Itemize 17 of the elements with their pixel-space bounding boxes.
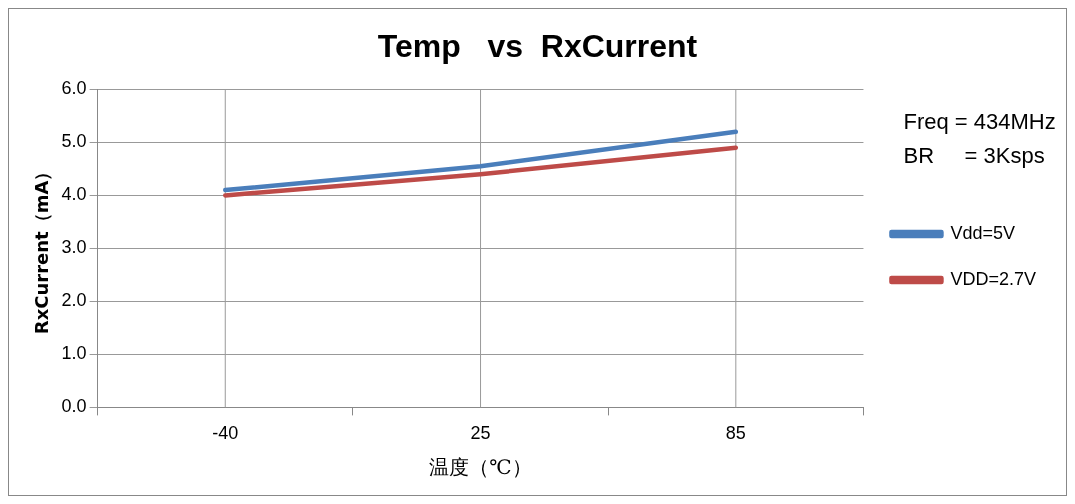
- x-tick-label: 85: [725, 423, 746, 444]
- x-tick-label: 25: [470, 423, 491, 444]
- legend-label: VDD=2.7V: [950, 268, 1036, 289]
- y-tick-label: 6.0: [61, 78, 87, 99]
- text: BR = 3Ksps: [903, 143, 1045, 169]
- legend-label: Vdd=5V: [950, 222, 1016, 243]
- x-axis-title: 温度（℃）: [429, 455, 532, 480]
- y-tick-label: 4.0: [61, 184, 87, 205]
- chart-title: Temp vs RxCurrent: [377, 28, 698, 65]
- y-tick-label: 0.0: [61, 396, 87, 417]
- y-tick-label: 3.0: [61, 237, 87, 258]
- y-tick-label: 1.0: [61, 343, 87, 364]
- text: Freq = 434MHz: [903, 109, 1056, 135]
- y-tick-label: 5.0: [61, 131, 87, 152]
- x-tick-label: -40: [212, 423, 239, 444]
- y-axis-title: RxCurrent（mA）: [31, 162, 53, 335]
- y-tick-label: 2.0: [61, 290, 87, 311]
